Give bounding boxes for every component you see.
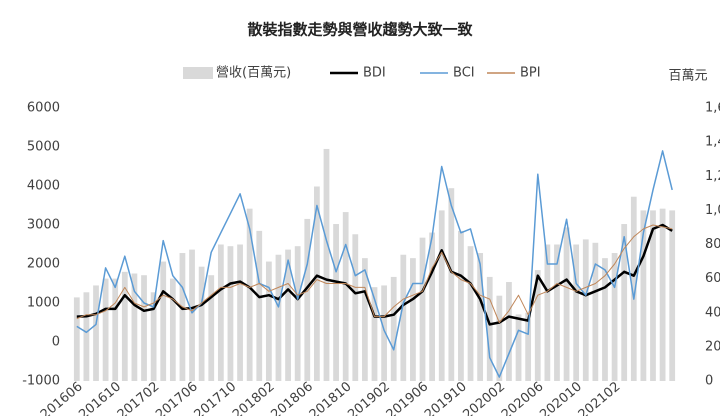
bar [304,218,311,381]
line-3 [76,224,673,323]
bar [448,188,455,381]
bar [659,208,666,381]
bar [314,186,320,381]
bar [582,239,589,381]
line-2 [76,150,673,378]
y-tick-label: -1000 [22,374,60,389]
y-tick-label: 4000 [27,179,60,194]
bar [611,253,618,381]
y2-tick-label: 600 [705,271,720,286]
bar [563,227,570,381]
bar [592,242,599,381]
bar [669,210,676,381]
bar [438,210,445,381]
bar [83,292,90,381]
bar [525,312,532,381]
legend-label: 營收(百萬元) [216,66,291,81]
bar [573,244,580,381]
bar [381,285,387,381]
chart-title: 散裝指數走勢與營收趨勢大致一致 [247,21,473,39]
bar [544,244,551,381]
y2-tick-label: 800 [705,237,720,252]
bar [198,266,205,381]
bar [342,212,349,381]
bar [112,278,119,381]
bar [169,278,176,381]
bar [131,273,138,381]
bar [486,276,493,381]
bar [285,249,291,381]
bar [265,261,272,381]
bar [121,271,128,381]
bar [429,232,435,381]
legend-label: BDI [363,66,386,81]
bar [362,258,368,381]
y-tick-label: 6000 [27,101,60,116]
bar [333,224,339,381]
bar [73,297,80,381]
bar [371,287,378,381]
bar [179,253,186,381]
bar [467,246,474,381]
y-tick-label: 5000 [27,140,60,155]
y2-tick-label: 1,400 [705,135,720,150]
bar [275,254,282,381]
bar [256,230,263,381]
bar [477,253,484,381]
y-tick-label: 2000 [27,257,60,272]
y-tick-label: 3000 [27,218,60,233]
bar [93,285,99,381]
bar [352,234,359,381]
bar [650,210,656,381]
bar [630,196,637,381]
bar [496,295,503,381]
bar [410,258,416,381]
bar [294,246,301,381]
y2-tick-label: 1,600 [705,101,720,116]
bar [160,261,167,381]
bar [390,276,397,381]
bar [400,254,407,381]
bar [506,282,512,381]
legend-label: BCI [453,66,475,81]
legend-swatch [183,67,213,79]
bar [189,249,195,381]
bar [515,314,522,381]
bar [534,270,541,381]
x-tick-label: 202102 [576,379,624,416]
y2-tick-label: 0 [705,374,713,389]
bar [217,244,224,381]
bar [237,244,243,381]
bar [554,244,560,381]
bar [621,224,628,381]
bar [640,210,647,381]
bar [102,278,109,381]
bar [227,246,234,381]
y2-axis-label: 百萬元 [668,69,707,84]
y2-tick-label: 400 [705,305,720,320]
bar [602,258,608,381]
y-tick-label: 0 [52,335,60,350]
bar [208,275,215,381]
legend-label: BPI [520,66,541,81]
bar [150,292,157,381]
bar [323,148,330,381]
y2-tick-label: 1,000 [705,203,720,218]
bar [458,230,464,381]
y2-tick-label: 1,200 [705,169,720,184]
y-tick-label: 1000 [27,296,60,311]
y2-tick-label: 200 [705,339,720,354]
bar [419,237,426,381]
bar [246,208,253,381]
bar [141,275,147,381]
